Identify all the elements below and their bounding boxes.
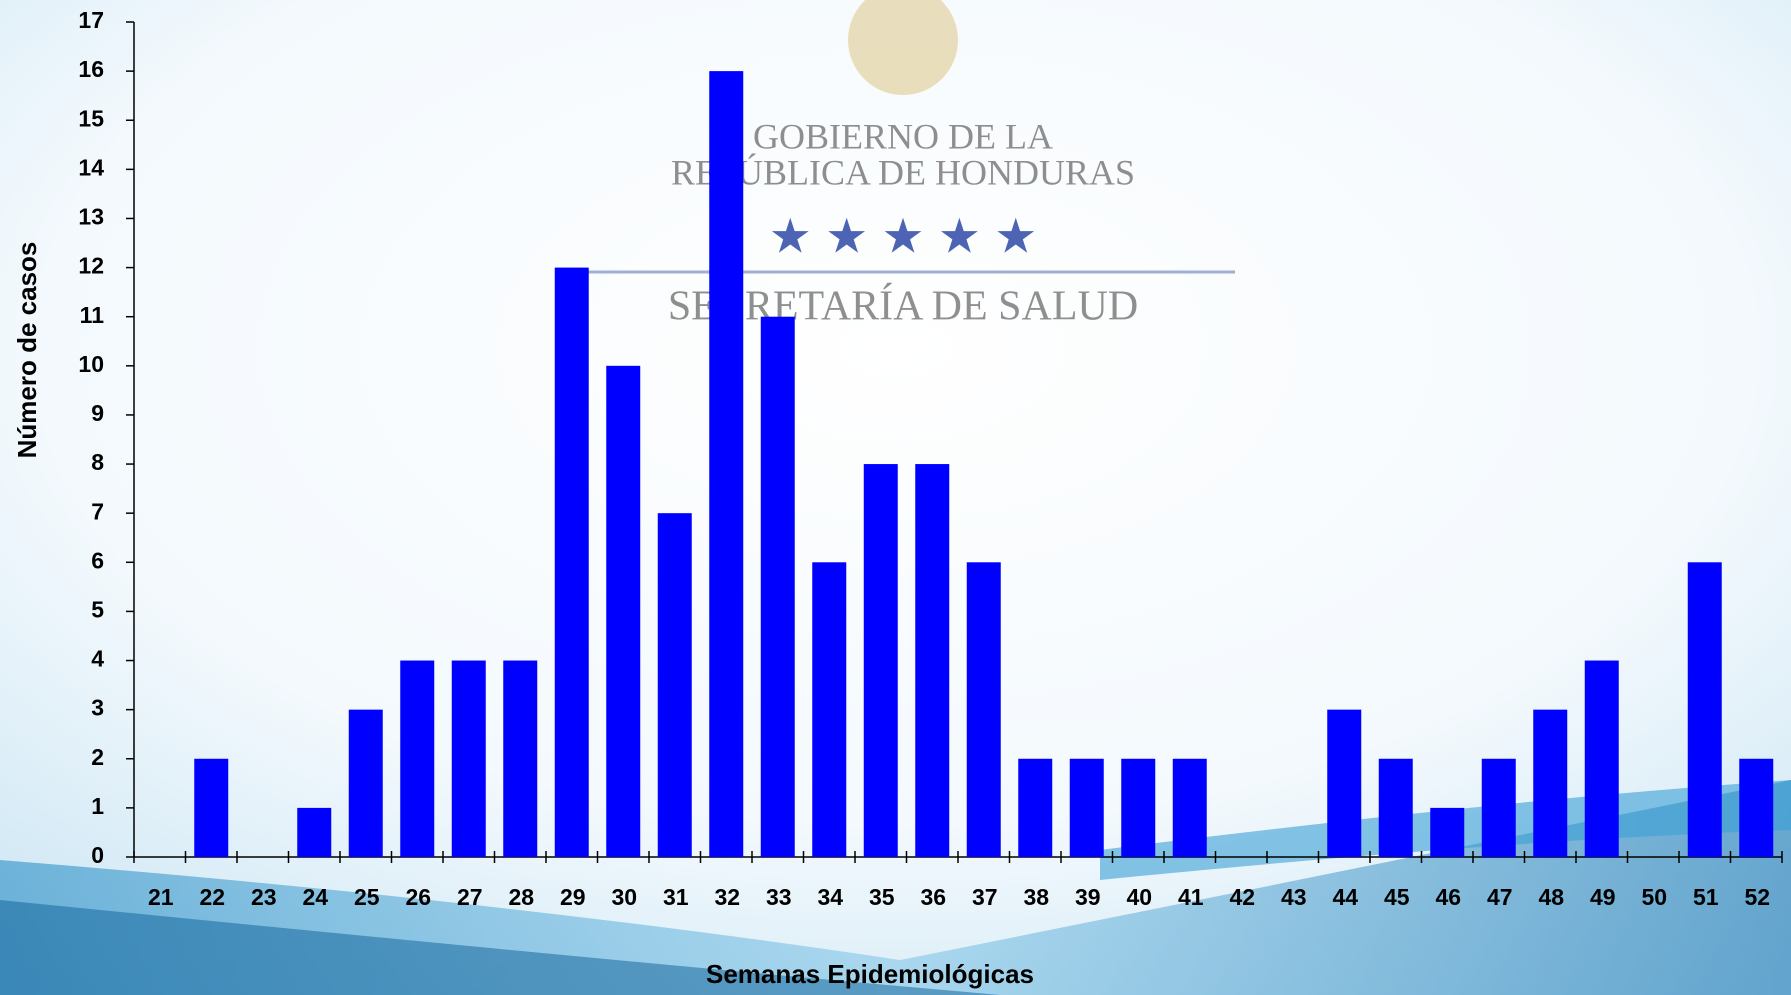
y-tick-label: 14 — [78, 154, 104, 180]
x-tick-label: 48 — [1538, 884, 1564, 910]
x-tick-label: 31 — [663, 884, 689, 910]
bar — [1739, 759, 1773, 857]
bar — [1585, 661, 1619, 857]
bar — [1327, 710, 1361, 857]
y-tick-label: 13 — [78, 204, 104, 230]
bar — [606, 366, 640, 857]
y-tick-label: 16 — [78, 56, 104, 82]
bar — [1533, 710, 1567, 857]
bar — [503, 661, 537, 857]
bar — [1018, 759, 1052, 857]
y-tick-label: 0 — [91, 842, 104, 868]
x-tick-label: 52 — [1744, 884, 1770, 910]
bar — [297, 808, 331, 857]
x-tick-label: 40 — [1126, 884, 1152, 910]
bar — [1482, 759, 1516, 857]
x-tick-label: 29 — [560, 884, 586, 910]
x-tick-label: 37 — [972, 884, 998, 910]
y-tick-label: 5 — [91, 596, 104, 622]
bar — [658, 513, 692, 857]
x-tick-label: 44 — [1332, 884, 1358, 910]
x-tick-label: 45 — [1384, 884, 1410, 910]
x-axis-title: Semanas Epidemiológicas — [706, 959, 1034, 989]
chart: GOBIERNO DE LA REPÚBLICA DE HONDURAS ★ ★… — [0, 0, 1791, 995]
bar — [709, 71, 743, 857]
x-tick-label: 42 — [1229, 884, 1255, 910]
x-tick-label: 30 — [611, 884, 637, 910]
y-tick-label: 10 — [78, 351, 104, 377]
y-tick-label: 17 — [78, 7, 104, 33]
x-tick-label: 36 — [920, 884, 946, 910]
x-tick-label: 51 — [1693, 884, 1719, 910]
bar — [452, 661, 486, 857]
y-tick-label: 4 — [91, 646, 104, 672]
bar — [1121, 759, 1155, 857]
page: GOBIERNO DE LA REPÚBLICA DE HONDURAS ★ ★… — [0, 0, 1791, 995]
y-tick-label: 9 — [91, 400, 104, 426]
bar — [967, 562, 1001, 857]
x-tick-label: 47 — [1487, 884, 1513, 910]
y-axis-title: Número de casos — [12, 242, 42, 459]
x-tick-label: 23 — [251, 884, 277, 910]
bar — [915, 464, 949, 857]
bar — [349, 710, 383, 857]
y-tick-label: 11 — [80, 302, 105, 328]
x-tick-label: 38 — [1023, 884, 1049, 910]
x-tick-label: 27 — [457, 884, 483, 910]
x-tick-label: 32 — [714, 884, 740, 910]
bar — [1430, 808, 1464, 857]
y-tick-label: 6 — [91, 547, 104, 573]
x-tick-label: 50 — [1641, 884, 1667, 910]
y-tick-label: 7 — [91, 498, 104, 524]
bar — [555, 268, 589, 857]
y-tick-label: 15 — [78, 105, 104, 131]
x-tick-label: 21 — [148, 884, 174, 910]
x-tick-label: 22 — [199, 884, 225, 910]
x-tick-label: 43 — [1281, 884, 1307, 910]
stars: ★ ★ ★ ★ ★ — [769, 211, 1038, 264]
bar — [1173, 759, 1207, 857]
bar — [812, 562, 846, 857]
bar — [761, 317, 795, 857]
x-tick-label: 26 — [405, 884, 431, 910]
y-tick-label: 8 — [91, 449, 104, 475]
y-tick-label: 12 — [78, 253, 104, 279]
bar — [864, 464, 898, 857]
watermark-text: GOBIERNO DE LA — [753, 116, 1053, 156]
bar — [1070, 759, 1104, 857]
bar — [1379, 759, 1413, 857]
bar — [1688, 562, 1722, 857]
y-tick-label: 2 — [91, 744, 104, 770]
x-tick-label: 28 — [508, 884, 534, 910]
y-tick-label: 1 — [91, 793, 104, 819]
bar — [400, 661, 434, 857]
bar — [194, 759, 228, 857]
x-tick-label: 24 — [302, 884, 328, 910]
x-tick-label: 39 — [1075, 884, 1101, 910]
x-tick-label: 49 — [1590, 884, 1616, 910]
x-tick-label: 33 — [766, 884, 792, 910]
x-tick-label: 25 — [354, 884, 380, 910]
x-tick-label: 34 — [817, 884, 843, 910]
x-tick-label: 46 — [1435, 884, 1461, 910]
x-tick-label: 41 — [1178, 884, 1204, 910]
y-tick-label: 3 — [91, 695, 104, 721]
x-tick-label: 35 — [869, 884, 895, 910]
